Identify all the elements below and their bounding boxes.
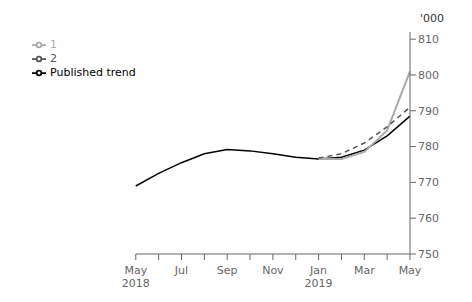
- svg-text:Nov: Nov: [262, 264, 284, 277]
- svg-text:800: 800: [418, 69, 439, 82]
- svg-text:790: 790: [418, 105, 439, 118]
- svg-text:810: 810: [418, 33, 439, 46]
- svg-text:Jul: Jul: [174, 264, 188, 277]
- svg-text:750: 750: [418, 248, 439, 261]
- svg-text:May2018: May2018: [122, 264, 150, 290]
- html-text:1: 1: [50, 38, 57, 51]
- svg-text:Jan2019: Jan2019: [305, 264, 333, 290]
- svg-text:Mar: Mar: [354, 264, 375, 277]
- svg-text:760: 760: [418, 212, 439, 225]
- svg-text:770: 770: [418, 176, 439, 189]
- svg-text:780: 780: [418, 140, 439, 153]
- svg-text:May: May: [399, 264, 422, 277]
- html-text:2: 2: [50, 52, 57, 65]
- html-text:Published trend: Published trend: [50, 66, 136, 79]
- svg-text:'000: '000: [420, 12, 444, 25]
- svg-text:Sep: Sep: [217, 264, 238, 277]
